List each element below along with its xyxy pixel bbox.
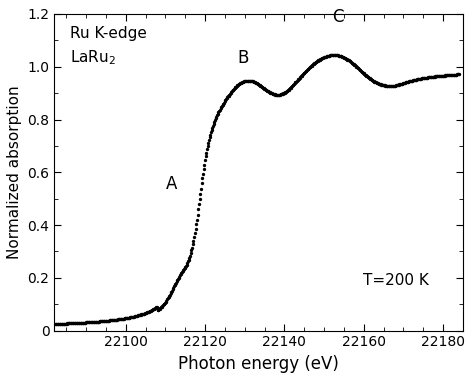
X-axis label: Photon energy (eV): Photon energy (eV) <box>178 355 339 373</box>
Text: T=200 K: T=200 K <box>363 273 428 288</box>
Text: B: B <box>237 49 248 67</box>
Text: A: A <box>166 176 177 193</box>
Text: Ru K-edge: Ru K-edge <box>70 26 147 41</box>
Text: LaRu$_2$: LaRu$_2$ <box>70 48 116 67</box>
Y-axis label: Normalized absorption: Normalized absorption <box>7 86 22 259</box>
Text: C: C <box>332 8 344 26</box>
